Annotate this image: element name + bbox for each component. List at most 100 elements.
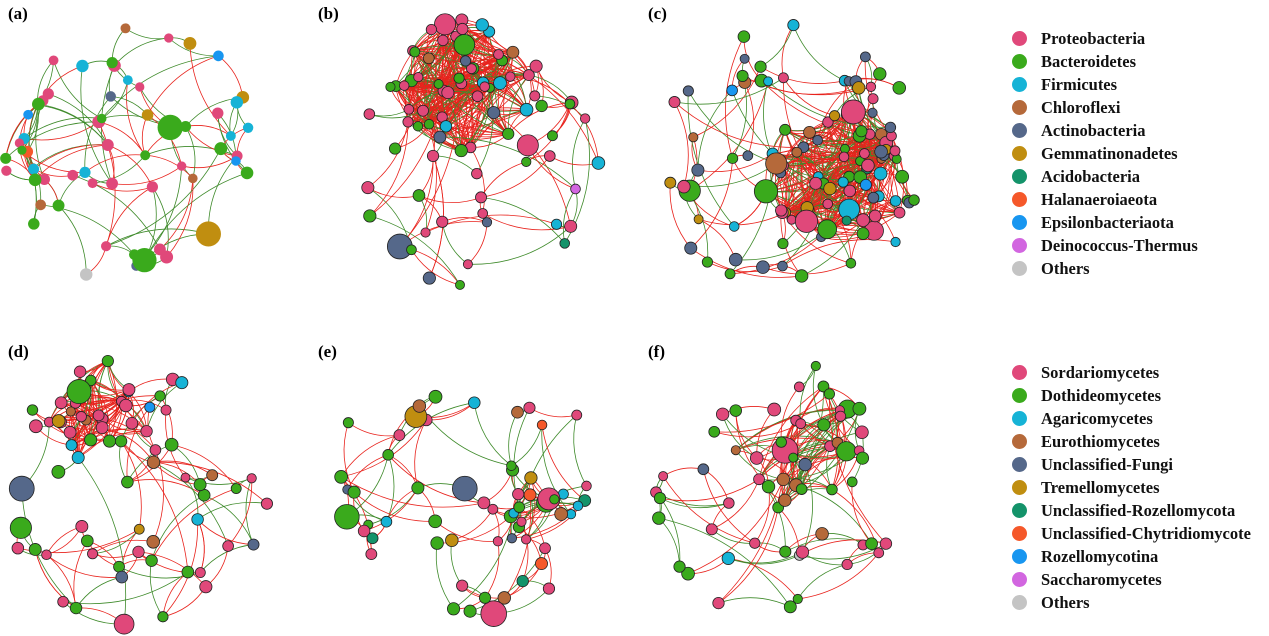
negative-edge <box>801 197 874 277</box>
negative-edge <box>812 365 825 426</box>
positive-edge <box>828 393 887 544</box>
network-node <box>454 144 468 158</box>
network-node <box>146 455 161 469</box>
positive-edge <box>197 519 254 545</box>
network-node <box>428 514 443 529</box>
network-node <box>23 109 34 120</box>
network-node <box>516 516 527 527</box>
legend-item: Unclassified-Fungi <box>1012 453 1251 476</box>
network-node <box>463 604 477 618</box>
network-node <box>73 365 87 378</box>
network-node <box>522 69 535 82</box>
network-node <box>823 388 835 400</box>
legend-swatch <box>1012 238 1027 253</box>
network-node <box>399 80 410 91</box>
positive-edge <box>141 114 148 156</box>
negative-edge <box>185 477 252 485</box>
negative-edge <box>467 226 571 265</box>
positive-edge <box>744 82 755 156</box>
network-node <box>542 582 556 595</box>
network-node <box>75 520 89 533</box>
positive-edge <box>84 154 146 173</box>
network-node <box>856 213 870 227</box>
positive-edge <box>369 90 445 217</box>
negative-edge <box>508 412 518 466</box>
positive-edge <box>707 261 783 273</box>
legend-swatch <box>1012 54 1027 69</box>
network-node <box>41 549 52 560</box>
network-node <box>728 221 740 232</box>
positive-edge <box>797 552 880 600</box>
legend-swatch <box>1012 192 1027 207</box>
positive-edge <box>754 486 770 544</box>
network-node <box>889 195 902 207</box>
network-node <box>363 209 377 223</box>
network-node <box>512 488 525 501</box>
positive-edge <box>445 125 509 138</box>
network-node <box>75 411 87 423</box>
network-node <box>715 407 730 421</box>
positive-edge <box>414 419 427 489</box>
network-node <box>125 416 139 430</box>
legend-item: Sordariomycetes <box>1012 361 1251 384</box>
network-node <box>668 96 681 109</box>
network-node <box>658 471 669 482</box>
network-node <box>788 452 799 463</box>
network-node <box>428 389 443 404</box>
negative-edge <box>77 457 127 625</box>
panel-label-c: (c) <box>648 4 667 23</box>
network-node <box>506 533 518 544</box>
network-node <box>154 390 166 402</box>
network-node <box>843 184 856 198</box>
network-panel-f <box>650 360 893 614</box>
legend-item: Saccharomycetes <box>1012 568 1251 591</box>
network-node <box>92 409 105 422</box>
network-node <box>873 67 887 81</box>
network-node <box>230 483 242 494</box>
negative-edge <box>53 60 102 119</box>
network-node <box>841 215 852 226</box>
negative-edge <box>541 424 572 515</box>
legend-swatch <box>1012 411 1027 426</box>
network-node <box>114 435 128 448</box>
network-node <box>180 120 192 132</box>
legend-label: Dothideomycetes <box>1041 385 1162 405</box>
legend-swatch <box>1012 261 1027 276</box>
negative-edge <box>48 93 109 146</box>
network-node <box>403 104 415 115</box>
network-node <box>231 156 241 166</box>
positive-edge <box>480 161 527 198</box>
negative-edge <box>105 228 209 247</box>
network-node <box>433 79 444 90</box>
network-node <box>0 152 12 164</box>
network-node <box>87 178 98 189</box>
network-node <box>908 194 920 206</box>
network-node <box>794 269 809 283</box>
network-node <box>146 181 159 193</box>
legend-item: Acidobacteria <box>1012 165 1198 188</box>
network-node <box>756 260 770 274</box>
network-node <box>437 34 449 47</box>
network-node <box>101 354 114 368</box>
positive-edge <box>687 479 784 575</box>
network-node <box>867 93 879 105</box>
positive-edge <box>147 55 219 116</box>
network-node <box>879 537 893 550</box>
legend-item: Others <box>1012 257 1198 280</box>
positive-edge <box>127 479 205 496</box>
network-node <box>48 55 59 66</box>
network-node <box>812 134 823 146</box>
network-node <box>840 99 866 125</box>
network-node <box>441 86 455 100</box>
negative-edge <box>152 186 169 258</box>
network-node <box>581 480 592 492</box>
network-node <box>260 497 273 510</box>
positive-edge <box>46 526 82 555</box>
legend-label: Gemmatinonadetes <box>1041 143 1178 163</box>
positive-edge <box>807 173 881 209</box>
network-node <box>535 557 548 571</box>
network-node <box>867 191 880 204</box>
network-node <box>809 176 823 190</box>
network-node <box>430 536 444 550</box>
legend-label: Tremellomycetes <box>1041 477 1160 497</box>
